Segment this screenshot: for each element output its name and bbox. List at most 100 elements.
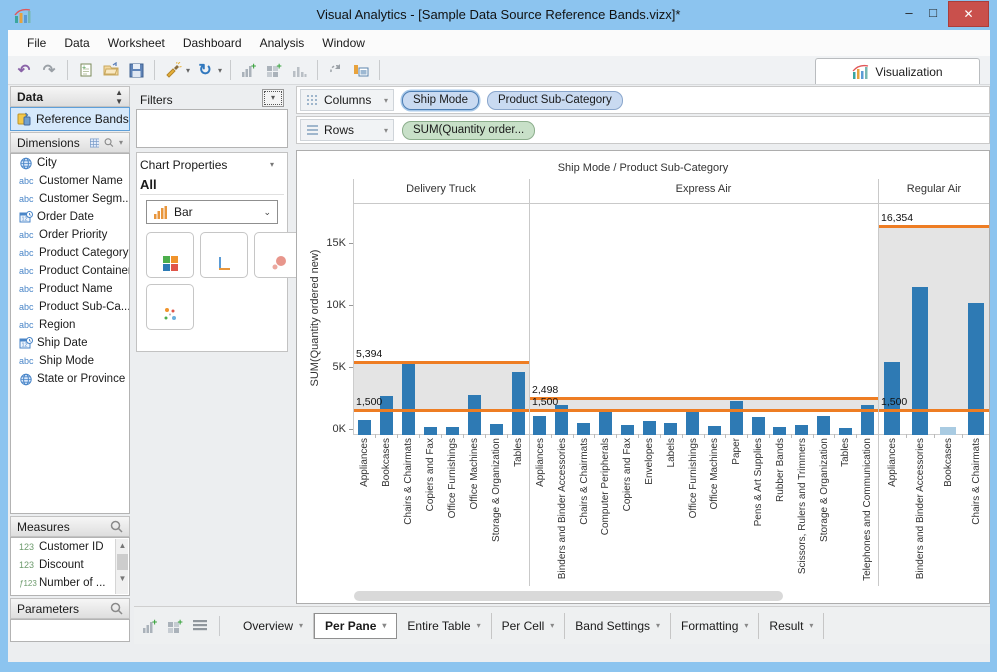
format-painter-icon[interactable]: [163, 60, 183, 80]
reference-band-max-line[interactable]: [530, 397, 878, 401]
new-dashboard-icon[interactable]: +: [167, 618, 184, 634]
bar[interactable]: [884, 362, 900, 435]
dimension-item[interactable]: abc Product Container: [11, 262, 129, 280]
reference-band-min-line[interactable]: [879, 409, 989, 413]
bar[interactable]: [751, 417, 765, 435]
measures-scrollbar[interactable]: ▲ ▼: [115, 539, 128, 594]
sheet-list-icon[interactable]: [192, 619, 208, 633]
view-grid-icon[interactable]: [89, 137, 100, 149]
menu-item-worksheet[interactable]: Worksheet: [107, 36, 165, 50]
bar[interactable]: [533, 415, 547, 435]
save-icon[interactable]: [126, 60, 146, 80]
axes-button[interactable]: [200, 232, 248, 278]
bar[interactable]: [729, 400, 743, 435]
tab-overview[interactable]: Overview ▾: [233, 612, 315, 639]
undo-icon[interactable]: ↶: [17, 62, 31, 79]
bar[interactable]: [511, 372, 525, 435]
tab-formatting[interactable]: Formatting ▾: [671, 612, 760, 639]
chart-properties-dropdown-icon[interactable]: ▾: [270, 160, 275, 169]
tab-per-cell[interactable]: Per Cell ▾: [492, 612, 566, 639]
show-marks-icon[interactable]: [289, 60, 309, 80]
search-icon[interactable]: [110, 520, 123, 533]
measure-item[interactable]: ƒ123 Number of ...: [11, 574, 129, 592]
break-button[interactable]: [146, 284, 194, 330]
scroll-up-icon[interactable]: ▲: [118, 541, 127, 550]
reference-band-min-line[interactable]: [530, 409, 878, 413]
add-worksheet-icon[interactable]: +: [239, 60, 259, 80]
measure-item[interactable]: 123 Discount: [11, 556, 129, 574]
filters-dropdown-button[interactable]: ▾: [262, 89, 284, 107]
measure-item[interactable]: 123 Customer ID: [11, 538, 129, 556]
menu-item-analysis[interactable]: Analysis: [259, 36, 305, 50]
bar[interactable]: [598, 411, 612, 435]
columns-shelf-label[interactable]: Columns ▾: [300, 89, 394, 111]
dimension-item[interactable]: abc Product Sub-Ca...: [11, 298, 129, 316]
tab-entire-table[interactable]: Entire Table ▾: [397, 612, 492, 639]
dimensions-dropdown-icon[interactable]: ▾: [118, 138, 123, 147]
chart-type-select[interactable]: Bar ⌄: [146, 200, 278, 224]
bar[interactable]: [423, 426, 437, 435]
bar[interactable]: [445, 427, 459, 435]
bar[interactable]: [379, 396, 393, 435]
scrollbar-thumb[interactable]: [116, 554, 128, 570]
bar[interactable]: [642, 420, 656, 435]
bar[interactable]: [401, 363, 415, 435]
maximize-button[interactable]: □: [929, 5, 937, 20]
bar[interactable]: [838, 427, 852, 435]
refresh-dropdown-icon[interactable]: ▾: [218, 65, 223, 75]
dimension-item[interactable]: City: [11, 154, 129, 172]
redo-icon[interactable]: ↷: [42, 62, 56, 79]
open-folder-icon[interactable]: [101, 60, 121, 80]
menu-item-window[interactable]: Window: [322, 36, 365, 50]
collapse-panel-icon[interactable]: ▲ ▼: [115, 87, 123, 106]
bar[interactable]: [620, 424, 634, 435]
refresh-icon[interactable]: ↻: [198, 62, 212, 79]
rows-shelf-label[interactable]: Rows ▾: [300, 119, 394, 141]
pill-ship-mode[interactable]: Ship Mode: [402, 90, 479, 110]
scroll-down-icon[interactable]: ▼: [118, 574, 127, 583]
reference-band-max-line[interactable]: [879, 225, 989, 229]
fit-view-icon[interactable]: [351, 60, 371, 80]
bar[interactable]: [664, 422, 678, 435]
dimension-item[interactable]: abc Customer Segm...: [11, 190, 129, 208]
close-button[interactable]: ✕: [948, 1, 989, 27]
menu-item-data[interactable]: Data: [64, 36, 90, 50]
bar[interactable]: [940, 427, 956, 435]
dimension-item[interactable]: State or Province: [11, 370, 129, 388]
data-source-item[interactable]: Reference Bands: [10, 107, 130, 131]
pill-rows-measure[interactable]: SUM(Quantity order...: [402, 120, 536, 140]
tab-per-pane[interactable]: Per Pane ▾: [314, 612, 398, 639]
dimension-item[interactable]: 12 Order Date: [11, 208, 129, 226]
bar[interactable]: [686, 411, 700, 435]
bar[interactable]: [707, 426, 721, 435]
dimension-item[interactable]: abc Product Category: [11, 244, 129, 262]
bar[interactable]: [467, 395, 481, 435]
bar[interactable]: [795, 425, 809, 435]
bar[interactable]: [577, 423, 590, 435]
visualization-tab[interactable]: Visualization: [815, 58, 980, 84]
reference-band-min-line[interactable]: [354, 409, 529, 413]
pill-product-sub-category[interactable]: Product Sub-Category: [486, 90, 623, 110]
bar[interactable]: [357, 420, 371, 435]
size-button[interactable]: [254, 232, 302, 278]
bar[interactable]: [912, 287, 928, 435]
reference-band-max-line[interactable]: [354, 361, 529, 365]
dimension-item[interactable]: abc Region: [11, 316, 129, 334]
bar[interactable]: [489, 423, 503, 435]
dimension-item[interactable]: abc Customer Name: [11, 172, 129, 190]
dimension-item[interactable]: 12 Ship Date: [11, 334, 129, 352]
bar[interactable]: [817, 416, 830, 435]
new-worksheet-icon[interactable]: +: [142, 618, 159, 634]
minimize-button[interactable]: –: [905, 5, 913, 20]
new-document-icon[interactable]: +: [76, 60, 96, 80]
search-icon[interactable]: [110, 602, 123, 615]
dimension-item[interactable]: abc Order Priority: [11, 226, 129, 244]
dimension-item[interactable]: abc Product Name: [11, 280, 129, 298]
menu-item-dashboard[interactable]: Dashboard: [182, 36, 242, 50]
tab-band-settings[interactable]: Band Settings ▾: [565, 612, 672, 639]
bar[interactable]: [968, 302, 984, 435]
add-dashboard-icon[interactable]: +: [264, 60, 284, 80]
search-icon[interactable]: [104, 136, 114, 149]
tab-result[interactable]: Result ▾: [759, 612, 825, 639]
swap-axes-icon[interactable]: [326, 60, 346, 80]
